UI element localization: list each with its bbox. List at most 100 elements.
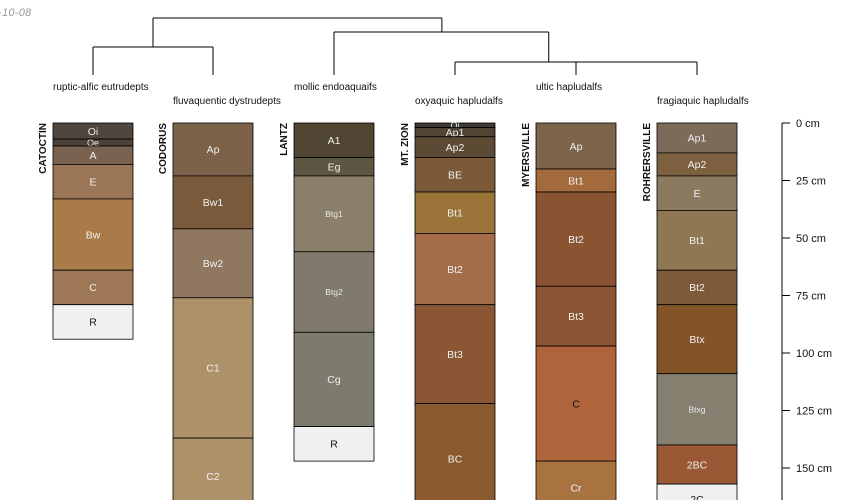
horizon-label: Oe — [87, 138, 99, 148]
horizon-label: Ap — [570, 141, 583, 153]
taxon-label: ultic hapludalfs — [536, 82, 602, 93]
horizon-ap — [535, 122, 617, 170]
profile-rohrersville: fragiaquic hapludalfs ROHRERSVILLE Ap1 Ap2 E… — [642, 96, 749, 500]
depth-tick-label: 0 cm — [796, 118, 820, 130]
horizon-label: Ap — [207, 144, 220, 156]
depth-tick-label: 100 cm — [796, 348, 832, 360]
horizon-bt1 — [414, 191, 496, 234]
horizon-label: E — [693, 188, 700, 200]
horizon-label: R — [330, 439, 338, 451]
profile-name: MT. ZION — [400, 123, 411, 166]
horizon-bc — [414, 403, 496, 500]
horizon-label: Bt1 — [689, 235, 705, 247]
horizon-label: Ap1 — [688, 133, 707, 145]
horizon-label: Oi — [88, 126, 99, 138]
horizon-label: Bt3 — [568, 311, 584, 323]
taxon-label: fragiaquic hapludalfs — [657, 96, 749, 107]
horizon-label: Bt1 — [447, 207, 463, 219]
horizon-btx — [656, 304, 738, 375]
horizon-bt2 — [414, 232, 496, 306]
horizon-label: Btx — [689, 334, 705, 346]
horizon-label: C2 — [206, 471, 220, 483]
horizon-label: BE — [448, 170, 462, 182]
horizon-label: Bw — [86, 229, 101, 241]
horizon-label: Btg1 — [325, 209, 343, 219]
horizon-label: A — [89, 150, 96, 162]
profile-lantz: mollic endoaquaifs LANTZ A1 Eg Btg1 Btg2 Cg R — [279, 82, 377, 462]
horizon-label: Bw2 — [203, 258, 224, 270]
taxon-label: fluvaquentic dystrudepts — [173, 96, 281, 107]
horizon-bt3 — [535, 285, 617, 347]
horizon-btg1 — [293, 175, 375, 253]
horizon-label: A1 — [328, 135, 341, 147]
depth-tick-label: 75 cm — [796, 291, 826, 303]
horizon-bt3 — [414, 304, 496, 405]
horizon-2bc — [656, 444, 738, 485]
horizon-label: Eg — [328, 161, 341, 173]
profile-myersville: ultic hapludalfs MYERSVILLE Ap Bt1 Bt2 Bt3 C Cr — [521, 82, 617, 500]
horizon-ap — [172, 122, 254, 177]
horizon-bw — [52, 198, 134, 271]
horizon-label: C — [572, 398, 580, 410]
profile-name: CODORUS — [158, 123, 169, 174]
horizon-label: Bt2 — [689, 282, 705, 294]
horizon-bt2 — [535, 191, 617, 287]
horizon-label: BC — [448, 454, 463, 466]
depth-tick-label: 25 cm — [796, 176, 826, 188]
taxon-label: mollic endoaquaifs — [294, 82, 377, 93]
horizon-e — [52, 163, 134, 200]
taxon-label: ruptic-alfic eutrudepts — [53, 82, 149, 93]
horizon-label: R — [89, 317, 97, 329]
horizon-label: Btxg — [688, 404, 705, 414]
profile-name: MYERSVILLE — [521, 123, 532, 187]
horizon-label: Ap1 — [446, 127, 465, 139]
profile-name: CATOCTIN — [38, 123, 49, 174]
horizon-2c — [656, 483, 738, 500]
horizon-r — [52, 304, 134, 340]
horizon-label: Bw1 — [203, 197, 224, 209]
horizon-label: E — [89, 176, 96, 188]
horizon-label: Cr — [570, 482, 582, 494]
depth-tick-label: 150 cm — [796, 463, 832, 475]
horizon-label: Ap2 — [446, 142, 465, 154]
horizon-ap1 — [656, 122, 738, 154]
horizon-cg — [293, 331, 375, 427]
horizon-label: Btg2 — [325, 287, 343, 297]
horizon-c — [535, 345, 617, 462]
horizon-label: Ap2 — [688, 159, 707, 171]
dendrogram — [92, 17, 698, 75]
horizon-c1 — [172, 297, 254, 439]
horizon-e — [656, 175, 738, 211]
horizon-btg2 — [293, 251, 375, 333]
horizon-bw1 — [172, 175, 254, 230]
horizon-label: Oi — [451, 121, 460, 131]
depth-tick-label: 125 cm — [796, 406, 832, 418]
horizon-label: C — [89, 282, 97, 294]
horizon-bw2 — [172, 228, 254, 299]
horizon-a1 — [293, 122, 375, 158]
horizon-label: Bt3 — [447, 349, 463, 361]
profile-name: ROHRERSVILLE — [642, 123, 653, 202]
horizon-label: 2C — [690, 494, 704, 500]
horizon-label: Bt1 — [568, 175, 584, 187]
horizon-cr — [535, 460, 617, 500]
horizon-label: C1 — [206, 363, 220, 375]
horizon-label: Bt2 — [447, 264, 463, 276]
taxon-label: oxyaquic hapludalfs — [415, 96, 503, 107]
date-label: -10-08 — [0, 7, 32, 19]
horizon-btxg — [656, 373, 738, 446]
horizon-label: Cg — [327, 374, 341, 386]
profile-codorus: fluvaquentic dystrudepts CODORUS Ap Bw1 Bw2 C… — [158, 96, 281, 500]
horizon-label: Bt2 — [568, 234, 584, 246]
profile-name: LANTZ — [279, 123, 290, 156]
depth-axis: 0 cm 25 cm 50 cm 75 cm 100 cm 125 cm 150 cm — [781, 118, 832, 500]
horizon-be — [414, 157, 496, 193]
depth-tick-label: 50 cm — [796, 233, 826, 245]
horizon-bt1 — [656, 209, 738, 271]
horizon-c2 — [172, 437, 254, 500]
horizon-r — [293, 426, 375, 462]
